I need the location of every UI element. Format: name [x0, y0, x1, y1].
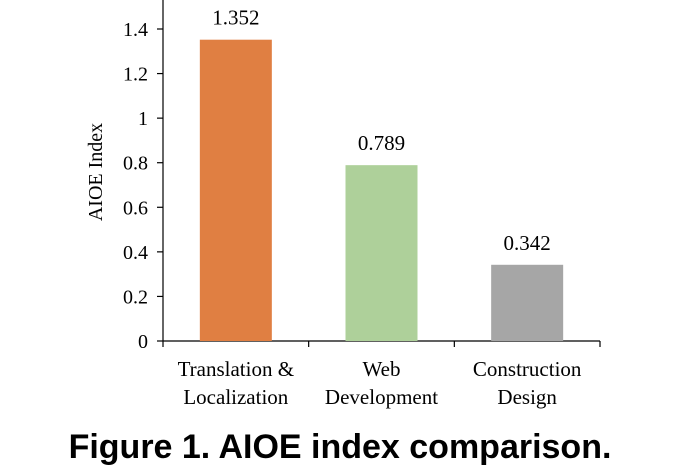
bar	[491, 264, 564, 341]
bars	[199, 39, 564, 341]
figure-caption: Figure 1. AIOE index comparison.	[68, 428, 612, 466]
category-labels: Translation & Localization Web Development C…	[178, 357, 582, 409]
category-label: Web	[363, 357, 401, 381]
y-tick-label: 0.6	[123, 197, 148, 219]
bar	[345, 165, 418, 341]
y-tick-label: 1	[138, 108, 148, 130]
category-label: Localization	[183, 385, 288, 409]
bar	[199, 39, 272, 341]
category-label: Construction	[473, 357, 582, 381]
y-axis: 0 0.2 0.4 0.6 0.8 1 1.2 1.4	[123, 0, 164, 353]
y-axis-label: AIOE Index	[85, 123, 107, 221]
y-tick-label: 0	[138, 331, 148, 353]
bar-chart: 0 0.2 0.4 0.6 0.8 1 1.2 1.4 1.352 0.789 0.342 Tra…	[85, 0, 601, 409]
category-label: Translation &	[178, 357, 294, 381]
y-tick-label: 0.2	[123, 286, 148, 308]
value-labels: 1.352 0.789 0.342	[212, 6, 551, 255]
y-tick-label: 0.4	[123, 242, 148, 264]
y-tick-label: 1.2	[123, 64, 148, 86]
y-tick-label: 0.8	[123, 153, 148, 175]
y-tick-label: 1.4	[123, 19, 148, 41]
category-label: Development	[325, 385, 438, 409]
category-label: Design	[497, 385, 557, 409]
bar-value-label: 0.342	[504, 231, 551, 255]
bar-value-label: 0.789	[358, 131, 405, 155]
bar-value-label: 1.352	[212, 6, 259, 30]
x-axis	[162, 340, 601, 347]
